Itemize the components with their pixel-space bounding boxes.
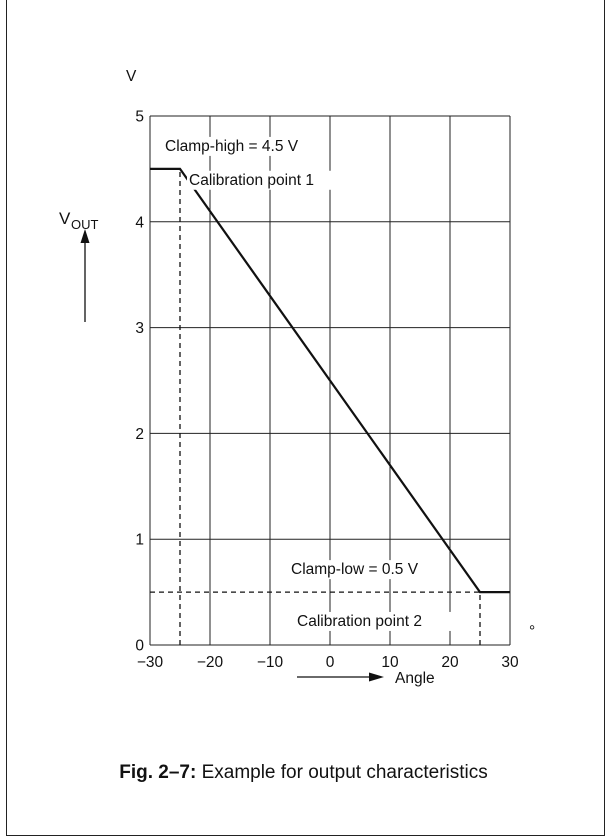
y-tick-label-1: 1 — [135, 532, 144, 549]
annotation-bg-2 — [289, 560, 433, 580]
y-tick-label-0: 0 — [135, 638, 144, 655]
annotation-bg-0 — [163, 136, 315, 156]
y-axis-arrow-head — [80, 229, 90, 243]
series-lines — [150, 167, 510, 594]
x-tick-label-3: 0 — [326, 654, 335, 671]
y-tick-label-3: 3 — [135, 320, 144, 337]
annotation-0: Clamp-high = 4.5 V — [165, 138, 299, 155]
x-tick-label-6: 30 — [501, 654, 519, 671]
x-tick-label-5: 20 — [441, 654, 459, 671]
x-axis-title-text: Angle — [395, 670, 435, 687]
figure-caption: Fig. 2–7: Example for output characteris… — [0, 762, 607, 784]
annotations: Clamp-high = 4.5 V Calibration point 1 Cla… — [163, 136, 455, 631]
annotation-1: Calibration point 1 — [189, 172, 314, 189]
y-tick-label-5: 5 — [135, 109, 144, 126]
reference-lines — [150, 168, 481, 645]
x-tick-label-1: −20 — [197, 654, 224, 671]
x-axis-arrow-head — [369, 672, 384, 682]
y-axis-title-sub: OUT — [71, 217, 99, 232]
y-axis-title: V OUT — [59, 209, 99, 322]
x-tick-label-0: −30 — [137, 654, 164, 671]
tick-labels: −30 −20 −10 0 10 20 30 0 1 2 3 4 5 — [135, 109, 519, 672]
figure-frame — [6, 0, 605, 836]
y-axis-title-main: V — [59, 209, 71, 228]
annotation-bg-3 — [295, 611, 455, 631]
caption-label: Fig. 2–7: — [119, 762, 197, 783]
y-unit-label: V — [126, 68, 137, 85]
annotation-2: Clamp-low = 0.5 V — [291, 561, 419, 578]
annotation-3: Calibration point 2 — [297, 613, 422, 630]
y-tick-label-2: 2 — [135, 426, 144, 443]
x-axis-title: Angle — [297, 670, 435, 687]
x-tick-label-4: 10 — [381, 654, 399, 671]
caption-text: Example for output characteristics — [196, 762, 488, 783]
y-tick-label-4: 4 — [135, 214, 144, 231]
series-line-0 — [150, 167, 510, 594]
x-tick-label-2: −10 — [257, 654, 284, 671]
x-unit-label: ° — [529, 623, 535, 640]
annotation-bg-1 — [187, 170, 347, 190]
